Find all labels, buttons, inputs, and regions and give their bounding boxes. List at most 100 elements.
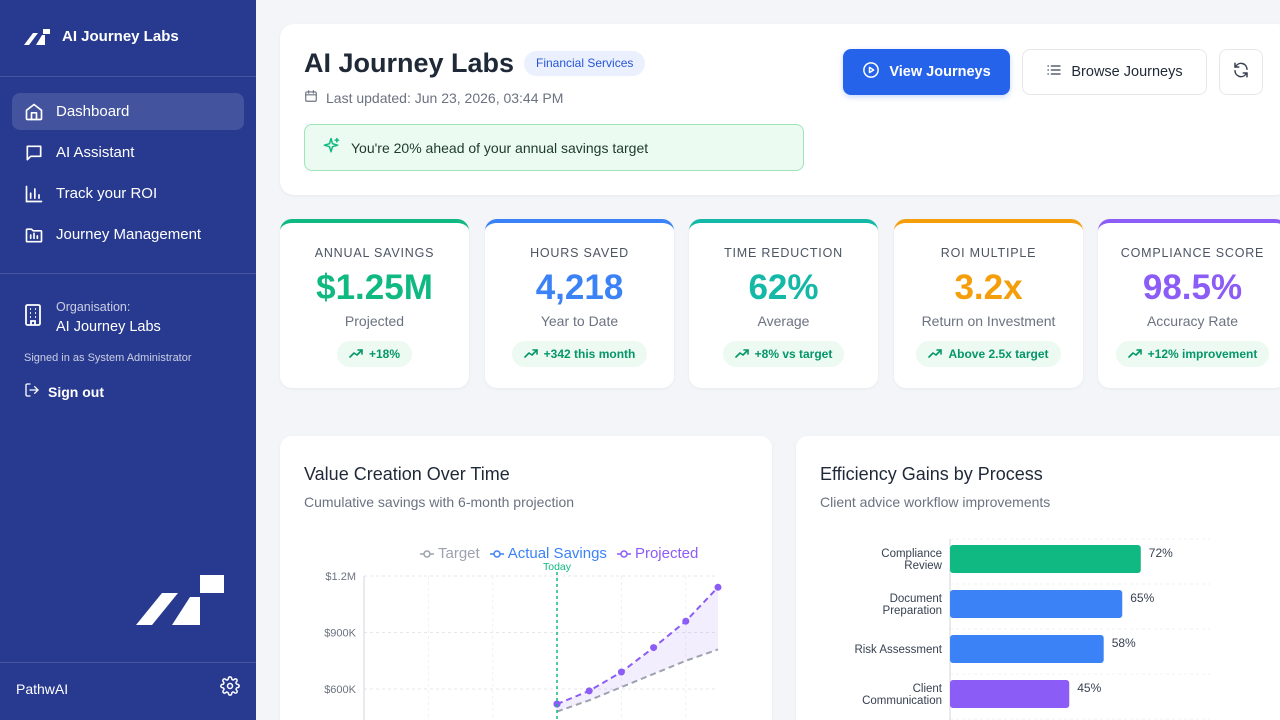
list-icon: [1046, 62, 1062, 82]
category-label: Document: [890, 593, 943, 605]
view-journeys-button[interactable]: View Journeys: [843, 49, 1010, 95]
logout-icon: [24, 382, 40, 401]
category-label: Preparation: [883, 605, 942, 617]
kpi-trend-text: Above 2.5x target: [948, 347, 1048, 361]
industry-badge: Financial Services: [524, 51, 645, 76]
bar: [950, 545, 1141, 573]
sidebar-divider: [0, 273, 256, 274]
kpi-label: ANNUAL SAVINGS: [280, 246, 469, 260]
projection-area: [557, 587, 718, 711]
kpi-trend-chip: +8% vs target: [723, 341, 845, 367]
category-label: Review: [904, 560, 942, 572]
data-point: [715, 584, 722, 591]
last-updated: Last updated: Jun 23, 2026, 03:44 PM: [304, 89, 563, 106]
bar-chart-icon: [24, 184, 44, 204]
kpi-label: ROI MULTIPLE: [894, 246, 1083, 260]
trending-up-icon: [735, 347, 749, 361]
chat-icon: [24, 143, 44, 163]
sidebar-footer: PathwAI: [16, 676, 240, 701]
category-label: Communication: [862, 695, 942, 707]
sidebar-item-label: AI Assistant: [56, 144, 134, 161]
kpi-trend-text: +18%: [369, 347, 400, 361]
sidebar-item-ai-assistant[interactable]: AI Assistant: [12, 134, 244, 171]
data-point: [682, 618, 689, 625]
trending-up-icon: [524, 347, 538, 361]
sidebar-nav: Dashboard AI Assistant Track your ROI Jo…: [12, 93, 244, 257]
sidebar-item-label: Dashboard: [56, 103, 129, 120]
trending-up-icon: [928, 347, 942, 361]
sidebar-item-journey-management[interactable]: Journey Management: [12, 216, 244, 253]
value-creation-chart: $600K $900K $1.2M Today: [280, 436, 772, 720]
folder-icon: [24, 225, 44, 245]
footer-product-name: PathwAI: [16, 681, 68, 697]
header-card: AI Journey Labs Financial Services Last …: [280, 24, 1280, 195]
sidebar-divider: [0, 662, 256, 663]
brand[interactable]: AI Journey Labs: [24, 28, 179, 45]
bar: [950, 680, 1069, 708]
kpi-trend-text: +342 this month: [544, 347, 636, 361]
kpi-card-hours-saved: HOURS SAVED 4,218 Year to Date +342 this…: [485, 219, 674, 388]
bar-value-label: 65%: [1130, 591, 1154, 605]
today-label: Today: [543, 561, 572, 573]
data-point: [586, 687, 593, 694]
bar-value-label: 58%: [1112, 636, 1136, 650]
sidebar-item-label: Journey Management: [56, 226, 201, 243]
sidebar-divider: [0, 76, 256, 77]
alert-text: You're 20% ahead of your annual savings …: [351, 140, 648, 156]
kpi-value: 98.5%: [1098, 267, 1280, 309]
kpi-trend-chip: +342 this month: [512, 341, 648, 367]
organisation-label: Organisation:: [56, 300, 161, 314]
browse-journeys-button[interactable]: Browse Journeys: [1022, 49, 1207, 95]
kpi-value: 62%: [689, 267, 878, 309]
sidebar: AI Journey Labs Dashboard AI Assistant T…: [0, 0, 256, 720]
sidebar-item-dashboard[interactable]: Dashboard: [12, 93, 244, 130]
play-circle-icon: [862, 61, 880, 83]
kpi-card-annual-savings: ANNUAL SAVINGS $1.25M Projected +18%: [280, 219, 469, 388]
bar: [950, 635, 1104, 663]
trending-up-icon: [1128, 347, 1142, 361]
y-tick-label: $600K: [324, 684, 356, 696]
kpi-value: 4,218: [485, 267, 674, 309]
browse-journeys-label: Browse Journeys: [1071, 64, 1182, 80]
data-point: [650, 644, 657, 651]
kpi-subtitle: Year to Date: [485, 313, 674, 329]
sign-out-label: Sign out: [48, 384, 104, 400]
kpi-subtitle: Return on Investment: [894, 313, 1083, 329]
category-label: Client: [913, 683, 943, 695]
kpi-value: 3.2x: [894, 267, 1083, 309]
y-tick-label: $1.2M: [325, 571, 356, 583]
brand-name: AI Journey Labs: [62, 28, 179, 45]
refresh-button[interactable]: [1219, 49, 1263, 95]
signed-in-text: Signed in as System Administrator: [24, 352, 192, 364]
home-icon: [24, 102, 44, 122]
calendar-icon: [304, 89, 318, 106]
kpi-card-roi-multiple: ROI MULTIPLE 3.2x Return on Investment A…: [894, 219, 1083, 388]
sign-out-button[interactable]: Sign out: [24, 382, 104, 401]
kpi-label: COMPLIANCE SCORE: [1098, 246, 1280, 260]
kpi-subtitle: Accuracy Rate: [1098, 313, 1280, 329]
bar-value-label: 45%: [1077, 681, 1101, 695]
kpi-label: TIME REDUCTION: [689, 246, 878, 260]
kpi-card-compliance-score: COMPLIANCE SCORE 98.5% Accuracy Rate +12…: [1098, 219, 1280, 388]
refresh-icon: [1232, 61, 1250, 83]
bar: [950, 590, 1122, 618]
kpi-value: $1.25M: [280, 267, 469, 309]
view-journeys-label: View Journeys: [889, 64, 990, 80]
sparkle-icon: [321, 136, 341, 159]
kpi-trend-chip: Above 2.5x target: [916, 341, 1060, 367]
sidebar-item-label: Track your ROI: [56, 185, 157, 202]
settings-gear-icon[interactable]: [220, 676, 240, 701]
category-label: Compliance: [881, 548, 942, 560]
logo-icon: [24, 29, 50, 45]
page-title: AI Journey Labs: [304, 48, 514, 79]
last-updated-text: Last updated: Jun 23, 2026, 03:44 PM: [326, 90, 563, 106]
organisation-name: AI Journey Labs: [56, 319, 161, 335]
organisation-info: Organisation: AI Journey Labs: [24, 300, 161, 335]
data-point: [618, 669, 625, 676]
building-icon: [24, 304, 42, 331]
kpi-trend-text: +12% improvement: [1148, 347, 1258, 361]
y-tick-label: $900K: [324, 628, 356, 640]
trending-up-icon: [349, 347, 363, 361]
sidebar-item-track-roi[interactable]: Track your ROI: [12, 175, 244, 212]
